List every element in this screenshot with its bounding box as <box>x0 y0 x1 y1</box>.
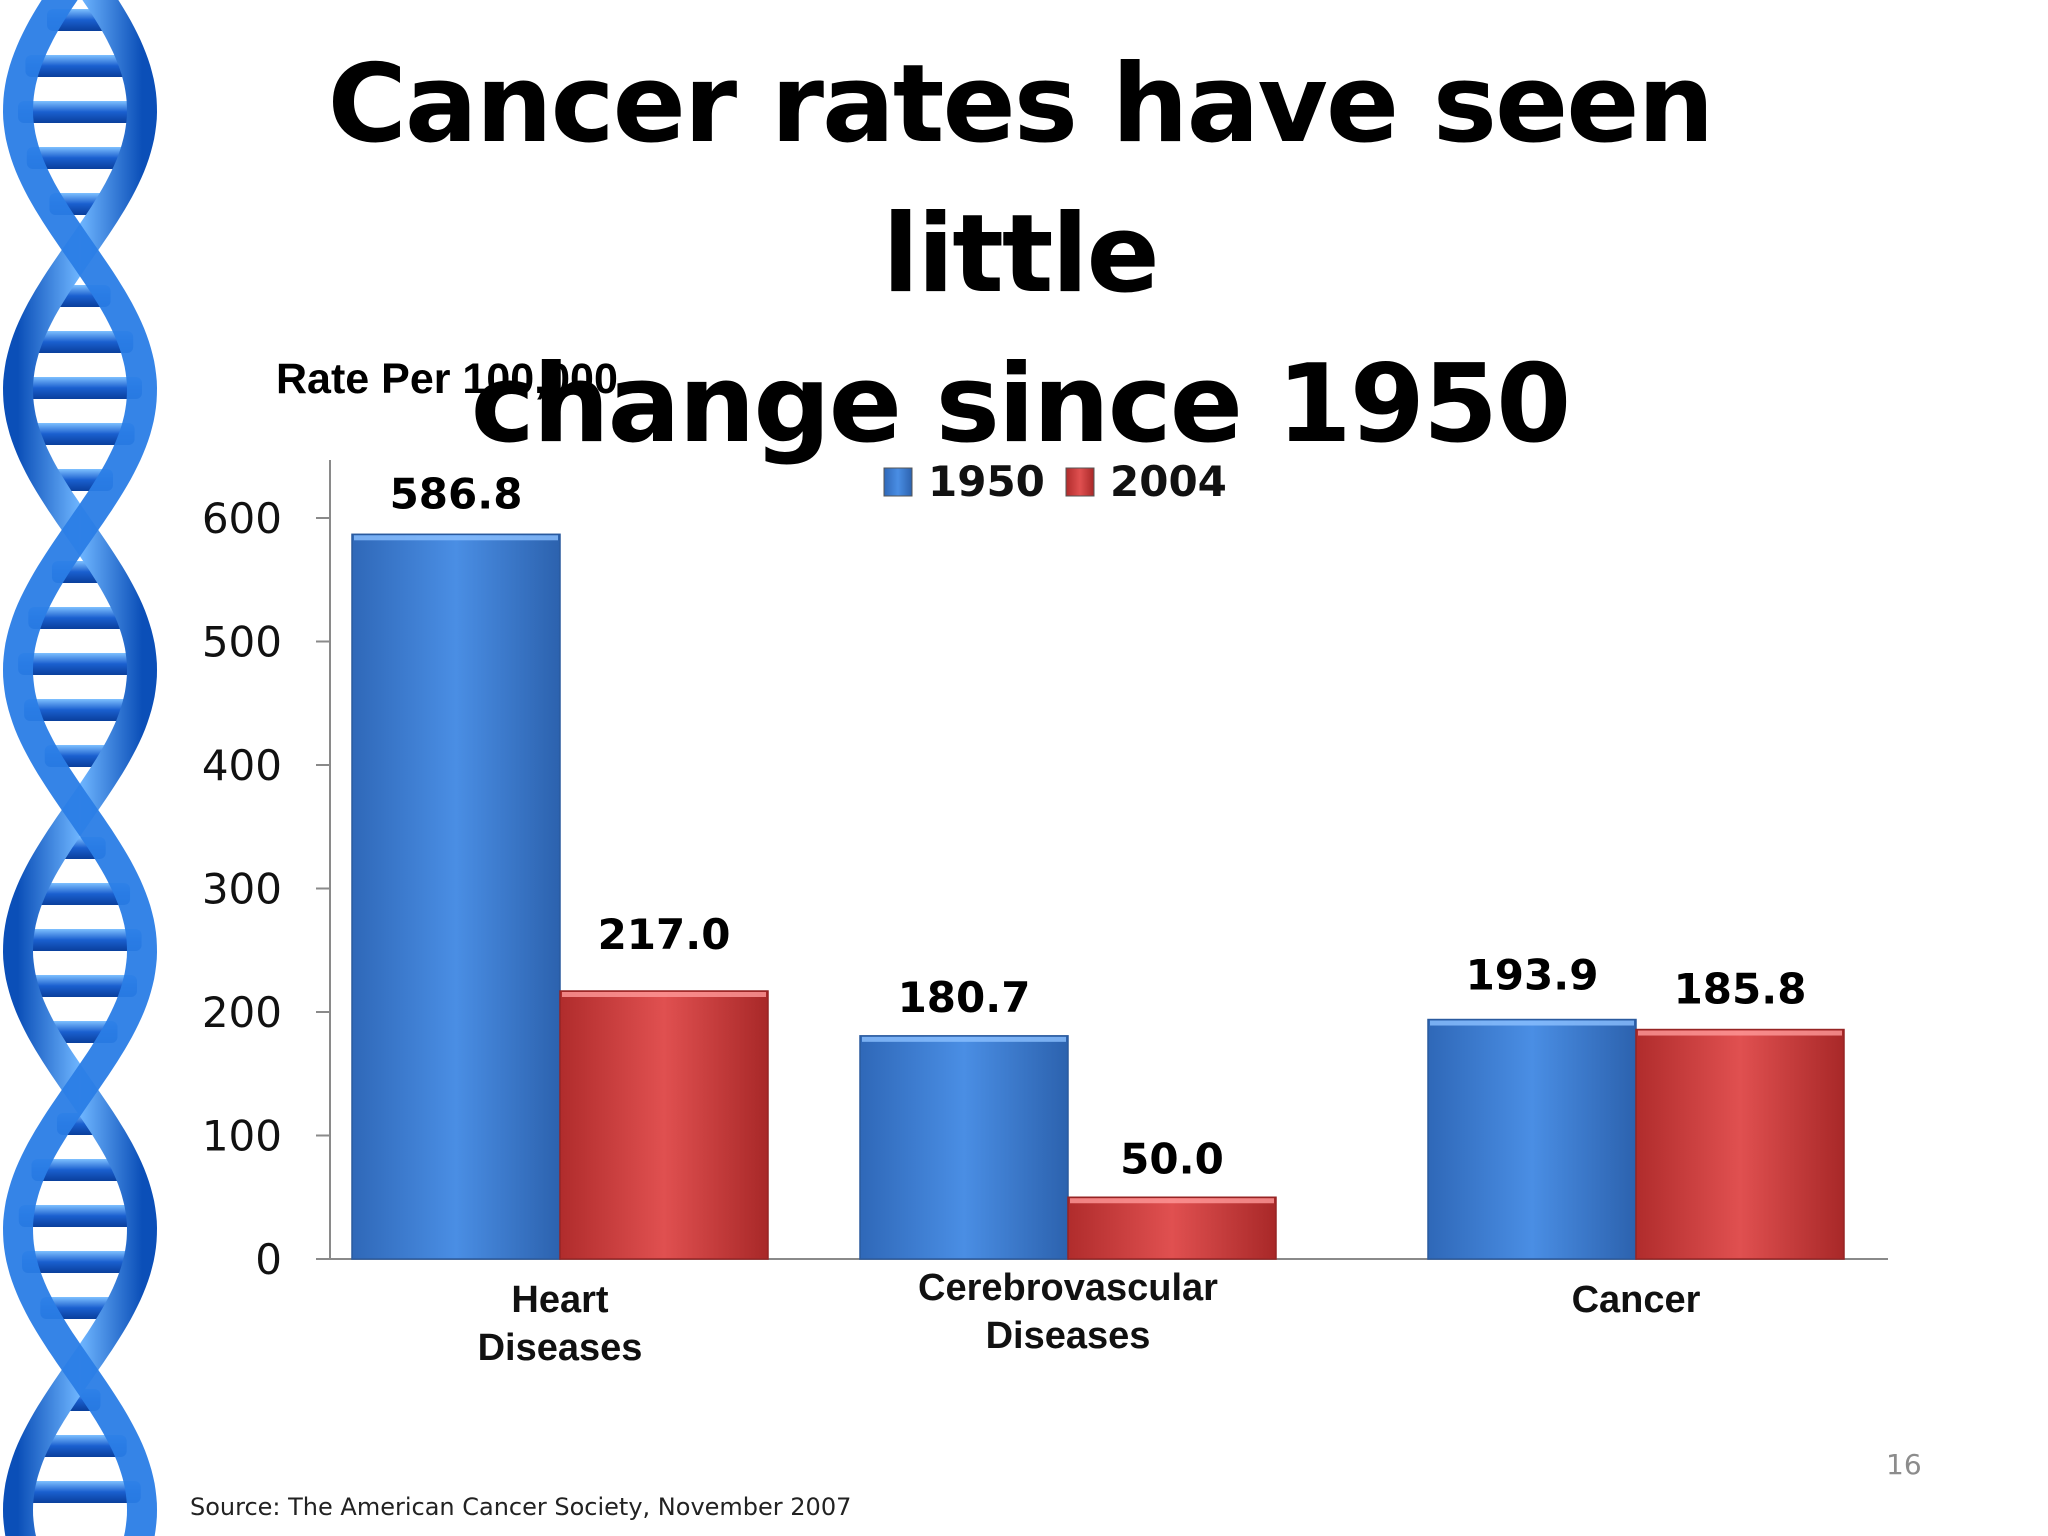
bar-highlight <box>1638 1030 1842 1036</box>
y-axis-title: Rate Per 100,000 <box>276 355 618 403</box>
x-category-label: Cerebrovascular <box>918 1267 1218 1309</box>
dna-rung <box>26 331 134 353</box>
data-label: 586.8 <box>390 469 523 518</box>
legend-label-2004: 2004 <box>1110 457 1227 506</box>
x-category-label: Diseases <box>478 1327 643 1369</box>
dna-rung <box>22 1251 139 1273</box>
dna-rung <box>18 101 142 123</box>
x-category-label: Diseases <box>986 1315 1151 1357</box>
dna-rung <box>26 147 134 169</box>
bar-2004-1 <box>1067 1196 1277 1260</box>
bar-2004-2 <box>1635 1028 1845 1260</box>
dna-rung <box>18 377 142 399</box>
dna-rung <box>28 607 132 629</box>
bar-1950-2 <box>1427 1018 1637 1260</box>
dna-rung <box>23 975 137 997</box>
dna-rung <box>25 423 135 445</box>
dna-rung <box>18 653 142 675</box>
dna-rung <box>24 699 136 721</box>
y-tick-label: 100 <box>202 1112 282 1161</box>
slide-title: Cancer rates have seen little change sin… <box>200 30 1840 480</box>
data-label: 217.0 <box>598 910 731 959</box>
x-category-label: Heart <box>511 1279 608 1321</box>
bar-highlight <box>862 1036 1066 1042</box>
bar-highlight <box>562 992 766 998</box>
bar-1950-1 <box>859 1035 1069 1260</box>
dna-rung <box>18 929 142 951</box>
page-number: 16 <box>1886 1448 1922 1481</box>
slide-title-line-2: change since 1950 <box>470 342 1571 467</box>
dna-rung <box>19 1481 141 1503</box>
dna-helix-decoration <box>2 0 158 1536</box>
data-label: 185.8 <box>1674 965 1807 1014</box>
legend-swatch-2004 <box>1065 467 1095 497</box>
data-label: 50.0 <box>1120 1134 1224 1183</box>
bar-highlight <box>354 535 558 541</box>
dna-rung <box>31 1159 129 1181</box>
dna-rung <box>18 1205 142 1227</box>
y-tick-label: 400 <box>202 741 282 790</box>
source-citation: Source: The American Cancer Society, Nov… <box>190 1493 852 1521</box>
legend-label-1950: 1950 <box>928 457 1045 506</box>
y-tick-label: 600 <box>202 494 282 543</box>
y-tick-label: 200 <box>202 988 282 1037</box>
x-category-label: Cancer <box>1572 1279 1701 1321</box>
data-label: 193.9 <box>1466 951 1599 1000</box>
y-tick-label: 300 <box>202 865 282 914</box>
y-tick-label: 500 <box>202 618 282 667</box>
bar-1950-0 <box>351 533 561 1260</box>
dna-rung <box>25 55 135 77</box>
bar-highlight <box>1070 1198 1274 1204</box>
y-tick-label: 0 <box>255 1235 282 1284</box>
dna-rung <box>33 1435 127 1457</box>
bar-2004-0 <box>559 990 769 1260</box>
dna-rung <box>29 883 131 905</box>
legend-swatch-1950 <box>883 467 913 497</box>
data-label: 180.7 <box>898 973 1031 1022</box>
bar-highlight <box>1430 1020 1634 1026</box>
dna-strand <box>2 0 158 1536</box>
slide-title-line-1: Cancer rates have seen little <box>327 42 1715 317</box>
